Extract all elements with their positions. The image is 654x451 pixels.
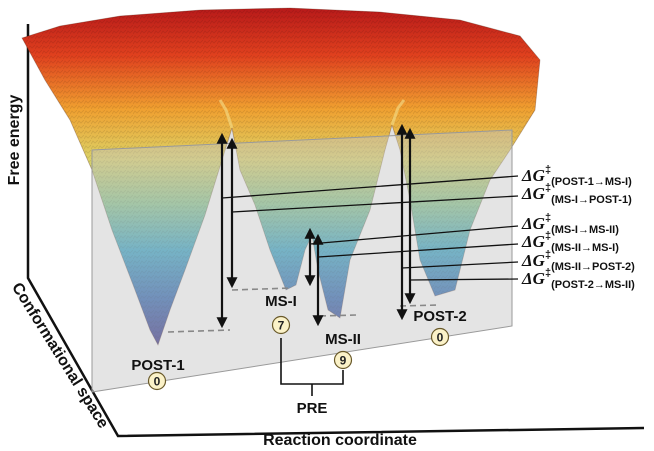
barrier-label: ΔG‡(MS-II→MS-I) (521, 230, 619, 254)
barrier-label: ΔG‡(MS-II→POST-2) (521, 249, 635, 273)
badge-ms1-value: 7 (278, 319, 285, 333)
axis-frame (26, 24, 645, 438)
badge-ms1 (271, 315, 291, 335)
barrier-label: ΔG‡(POST-2→MS-II) (521, 267, 635, 291)
badge-post1 (147, 371, 167, 391)
badge-post2 (430, 327, 450, 347)
state-label-ms1: MS-I (265, 293, 297, 310)
barrier-label-list: ΔG‡(POST-1→MS-I) ΔG‡(MS-I→POST-1) ΔG‡(MS… (521, 164, 635, 291)
barrier-label: ΔG‡(MS-I→MS-II) (521, 212, 619, 236)
badge-post2-value: 0 (437, 331, 444, 345)
barrier-label: ΔG‡(MS-I→POST-1) (521, 182, 632, 206)
badge-ms2-value: 9 (340, 354, 347, 368)
state-label-ms2: MS-II (325, 331, 361, 348)
barrier-label: ΔG‡(POST-1→MS-I) (521, 164, 632, 188)
well-baselines (167, 287, 441, 333)
badge-ms2 (333, 350, 353, 370)
state-label-pre: PRE (297, 400, 328, 417)
barrier-leaders (221, 175, 519, 281)
free-energy-surface (21, 7, 541, 346)
y-axis-label: Free energy (6, 95, 23, 186)
reaction-plane-front (91, 129, 513, 393)
badge-post1-value: 0 (154, 375, 161, 389)
barrier-arrows (216, 123, 416, 329)
state-label-post2: POST-2 (413, 308, 466, 325)
state-label-post1: POST-1 (131, 357, 184, 374)
x-axis-label: Reaction coordinate (263, 432, 417, 449)
